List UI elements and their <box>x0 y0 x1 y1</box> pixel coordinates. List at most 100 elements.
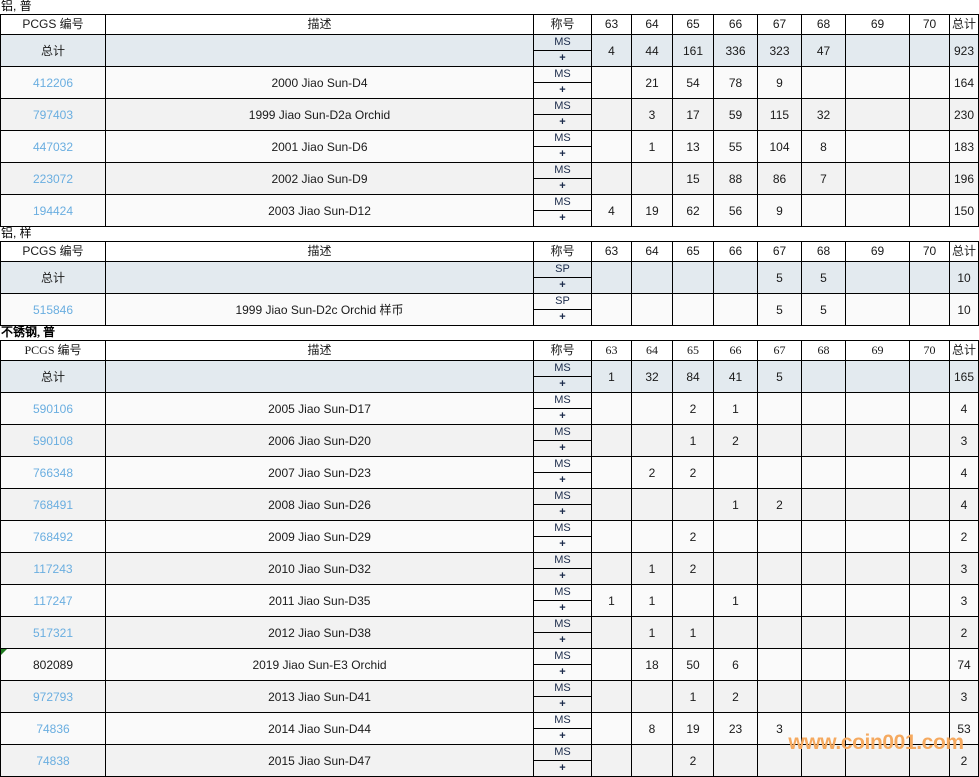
population-table: PCGS 编号 描述 称号 63 64 65 66 67 68 69 70 总计 总计 MS +1 32 84 4… <box>0 340 979 777</box>
column-header-pcgs[interactable]: PCGS 编号 <box>0 241 106 262</box>
column-header-65[interactable]: 65 <box>672 14 714 35</box>
cell-pcgs-number[interactable]: 797403 <box>0 98 106 131</box>
column-header-pcgs[interactable]: PCGS 编号 <box>0 340 106 361</box>
column-header-64[interactable]: 64 <box>631 14 673 35</box>
cell-count-65: 19 <box>672 712 714 745</box>
pcgs-number-link[interactable]: 797403 <box>32 107 74 122</box>
column-header-70[interactable]: 70 <box>909 14 950 35</box>
cell-count-68 <box>801 194 846 227</box>
column-header-65[interactable]: 65 <box>672 241 714 262</box>
column-header-grade[interactable]: 称号 <box>533 340 592 361</box>
cell-pcgs-number[interactable]: 74836 <box>0 712 106 745</box>
cell-count-67: 2 <box>757 488 802 521</box>
column-header-69[interactable]: 69 <box>845 241 910 262</box>
column-header-66[interactable]: 66 <box>713 241 758 262</box>
cell-grade: MS + <box>533 552 592 585</box>
pcgs-number-link[interactable]: 766348 <box>32 465 74 480</box>
cell-pcgs-number[interactable]: 412206 <box>0 66 106 99</box>
pcgs-number-link[interactable]: 768492 <box>32 529 74 544</box>
cell-count-67 <box>757 648 802 681</box>
column-header-67[interactable]: 67 <box>757 340 802 361</box>
cell-count-63: 4 <box>591 194 632 227</box>
table-row: 768491 2008 Jiao Sun-D26 MS +1 2 4 <box>0 488 979 521</box>
cell-pcgs-number[interactable]: 517321 <box>0 616 106 649</box>
pcgs-number-link[interactable]: 590106 <box>32 401 74 416</box>
cell-count-69 <box>845 34 910 67</box>
column-header-64[interactable]: 64 <box>631 241 673 262</box>
cell-count-66: 41 <box>713 360 758 393</box>
column-header-pcgs[interactable]: PCGS 编号 <box>0 14 106 35</box>
column-header-total[interactable]: 总计 <box>949 340 979 361</box>
cell-grade: MS + <box>533 360 592 393</box>
column-header-69[interactable]: 69 <box>845 14 910 35</box>
cell-count-63 <box>591 616 632 649</box>
cell-pcgs-number[interactable]: 117247 <box>0 584 106 617</box>
cell-count-65: 54 <box>672 66 714 99</box>
cell-pcgs-number[interactable]: 74838 <box>0 744 106 777</box>
column-header-63[interactable]: 63 <box>591 241 632 262</box>
column-header-66[interactable]: 66 <box>713 14 758 35</box>
cell-count-66 <box>713 552 758 585</box>
column-header-grade[interactable]: 称号 <box>533 241 592 262</box>
column-header-description[interactable]: 描述 <box>105 14 534 35</box>
grade-plus: + <box>559 538 566 550</box>
column-header-description[interactable]: 描述 <box>105 340 534 361</box>
column-header-68[interactable]: 68 <box>801 241 846 262</box>
pcgs-number-link[interactable]: 223072 <box>32 171 74 186</box>
cell-pcgs-number[interactable]: 194424 <box>0 194 106 227</box>
pcgs-number-link[interactable]: 117243 <box>33 561 73 576</box>
cell-pcgs-number[interactable]: 117243 <box>0 552 106 585</box>
column-header-70[interactable]: 70 <box>909 340 950 361</box>
column-header-68[interactable]: 68 <box>801 340 846 361</box>
pcgs-number-link[interactable]: 117247 <box>33 593 73 608</box>
pcgs-number-link[interactable]: 74836 <box>36 721 70 736</box>
table-row: 74836 2014 Jiao Sun-D44 MS +8 19 23 3 53 <box>0 712 979 745</box>
cell-pcgs-number[interactable]: 768492 <box>0 520 106 553</box>
pcgs-number-link[interactable]: 447032 <box>32 139 74 154</box>
column-header-63[interactable]: 63 <box>591 340 632 361</box>
cell-count-70 <box>909 98 950 131</box>
cell-pcgs-number[interactable]: 447032 <box>0 130 106 163</box>
column-header-69[interactable]: 69 <box>845 340 910 361</box>
grade-plus: + <box>559 570 566 582</box>
cell-count-65 <box>672 293 714 326</box>
pcgs-number-link[interactable]: 972793 <box>32 689 74 704</box>
cell-count-65 <box>672 488 714 521</box>
column-header-67[interactable]: 67 <box>757 241 802 262</box>
column-header-70[interactable]: 70 <box>909 241 950 262</box>
cell-count-68: 7 <box>801 162 846 195</box>
cell-count-64: 8 <box>631 712 673 745</box>
cell-pcgs-number[interactable]: 768491 <box>0 488 106 521</box>
column-header-64[interactable]: 64 <box>631 340 673 361</box>
column-header-grade[interactable]: 称号 <box>533 14 592 35</box>
column-header-63[interactable]: 63 <box>591 14 632 35</box>
column-header-description[interactable]: 描述 <box>105 241 534 262</box>
column-header-68[interactable]: 68 <box>801 14 846 35</box>
pcgs-number-link[interactable]: 517321 <box>32 625 74 640</box>
pcgs-number-link[interactable]: 515846 <box>32 302 74 317</box>
pcgs-number-link[interactable]: 768491 <box>32 497 74 512</box>
cell-count-63 <box>591 648 632 681</box>
column-header-65[interactable]: 65 <box>672 340 714 361</box>
column-header-total[interactable]: 总计 <box>949 241 979 262</box>
cell-count-68 <box>801 360 846 393</box>
cell-pcgs-number[interactable]: 766348 <box>0 456 106 489</box>
cell-pcgs-number[interactable]: 972793 <box>0 680 106 713</box>
pcgs-number-link[interactable]: 412206 <box>32 75 74 90</box>
pcgs-number-link[interactable]: 74838 <box>36 753 70 768</box>
cell-count-64: 3 <box>631 98 673 131</box>
cell-count-70 <box>909 616 950 649</box>
cell-row-total: 165 <box>949 360 979 393</box>
column-header-66[interactable]: 66 <box>713 340 758 361</box>
cell-pcgs-number[interactable]: 590106 <box>0 392 106 425</box>
column-header-total[interactable]: 总计 <box>949 14 979 35</box>
pcgs-number-link[interactable]: 590108 <box>32 433 74 448</box>
cell-grade: MS + <box>533 130 592 163</box>
pcgs-number-link[interactable]: 194424 <box>32 203 74 218</box>
cell-pcgs-number[interactable]: 223072 <box>0 162 106 195</box>
column-header-67[interactable]: 67 <box>757 14 802 35</box>
cell-pcgs-number[interactable]: 590108 <box>0 424 106 457</box>
table-header-row: PCGS 编号 描述 称号 63 64 65 66 67 68 69 70 总计 <box>0 241 979 262</box>
table-header-row: PCGS 编号 描述 称号 63 64 65 66 67 68 69 70 总计 <box>0 14 979 35</box>
cell-pcgs-number[interactable]: 515846 <box>0 293 106 326</box>
